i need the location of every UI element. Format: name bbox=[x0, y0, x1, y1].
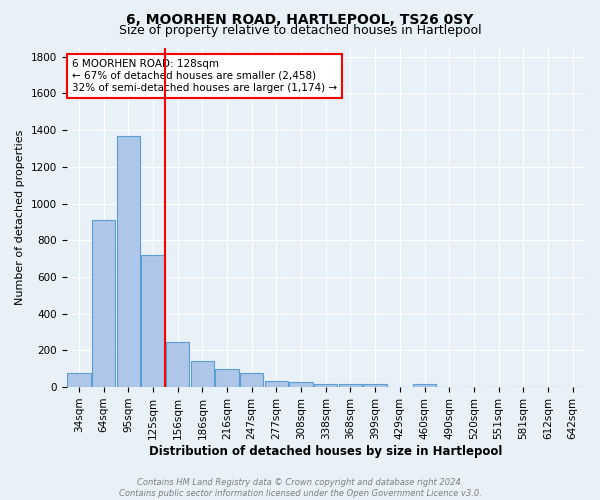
Bar bbox=[240, 374, 263, 387]
Text: Contains HM Land Registry data © Crown copyright and database right 2024.
Contai: Contains HM Land Registry data © Crown c… bbox=[119, 478, 481, 498]
Text: Size of property relative to detached houses in Hartlepool: Size of property relative to detached ho… bbox=[119, 24, 481, 37]
Bar bbox=[116, 136, 140, 387]
Bar bbox=[166, 342, 190, 387]
Text: 6, MOORHEN ROAD, HARTLEPOOL, TS26 0SY: 6, MOORHEN ROAD, HARTLEPOOL, TS26 0SY bbox=[127, 12, 473, 26]
Y-axis label: Number of detached properties: Number of detached properties bbox=[15, 130, 25, 305]
X-axis label: Distribution of detached houses by size in Hartlepool: Distribution of detached houses by size … bbox=[149, 444, 502, 458]
Bar bbox=[215, 368, 239, 387]
Bar bbox=[67, 374, 91, 387]
Bar bbox=[92, 220, 115, 387]
Bar bbox=[339, 384, 362, 387]
Bar bbox=[413, 384, 436, 387]
Bar bbox=[289, 382, 313, 387]
Bar bbox=[314, 384, 337, 387]
Bar bbox=[364, 384, 387, 387]
Bar bbox=[265, 380, 288, 387]
Bar bbox=[141, 255, 164, 387]
Bar bbox=[191, 362, 214, 387]
Text: 6 MOORHEN ROAD: 128sqm
← 67% of detached houses are smaller (2,458)
32% of semi-: 6 MOORHEN ROAD: 128sqm ← 67% of detached… bbox=[72, 60, 337, 92]
